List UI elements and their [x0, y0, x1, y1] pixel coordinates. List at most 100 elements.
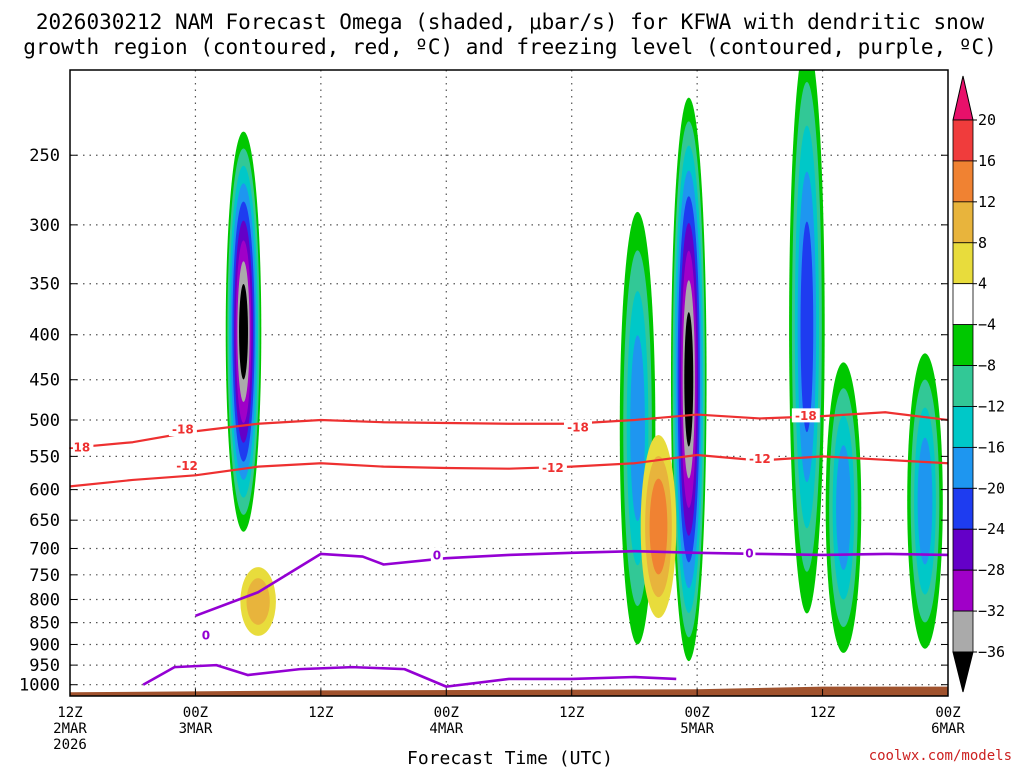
x-tick-label-12-0: 00Z — [183, 705, 208, 721]
contour-label-bg-8 — [430, 547, 443, 562]
x-tick-label-60-0: 00Z — [684, 705, 709, 721]
contours — [70, 411, 948, 688]
contour-label-bg-1 — [168, 422, 197, 437]
y-tick-label-400: 400 — [29, 326, 60, 346]
colorbar: 20 16 12 8 4 −4 −8 −12 −16 −20 −24 −28 −32 −36 — [952, 75, 1005, 693]
colorbar-swatch-12 — [952, 610, 974, 653]
contour-label-bg-7 — [199, 628, 212, 643]
y-tick-label-450: 450 — [29, 371, 60, 391]
colorbar-swatch-10 — [952, 528, 974, 571]
colorbar-label-5: −4 — [978, 316, 996, 334]
y-tick-label-900: 900 — [29, 635, 60, 655]
x-tick-label-24-0: 12Z — [308, 705, 333, 721]
colorbar-label-9: −20 — [978, 479, 1005, 497]
terrain — [70, 686, 948, 696]
colorbar-label-8: −16 — [978, 438, 1005, 456]
contour-label-bg-0 — [65, 440, 94, 455]
omega-cell-2-3 — [630, 335, 645, 522]
x-tick-label-60-1: 5MAR — [680, 721, 714, 737]
omega-cell-5-4 — [800, 221, 814, 433]
colorbar-label-3: 8 — [978, 234, 987, 252]
y-tick-label-1000: 1000 — [19, 676, 60, 696]
colorbar-label-2: 12 — [978, 193, 996, 211]
contour-label-9: 0 — [745, 546, 753, 560]
terrain-fill — [70, 686, 948, 696]
contour-label-4: -12 — [176, 459, 198, 473]
omega-cell-6-3 — [836, 445, 851, 571]
omega-cell-0-8 — [239, 283, 248, 380]
colorbar-label-12: −32 — [978, 602, 1005, 620]
colorbar-label-10: −24 — [978, 520, 1005, 538]
colorbar-bottom-arrow — [952, 651, 974, 693]
y-tick-label-700: 700 — [29, 539, 60, 559]
contour-labels: -18 -18 -18 -18 -12 -12 -12 0 0 0 — [65, 408, 820, 643]
x-tick-label-48-0: 12Z — [559, 705, 584, 721]
y-tick-label-850: 850 — [29, 614, 60, 634]
colorbar-swatch-3 — [952, 242, 974, 285]
contour-label-6: -12 — [749, 452, 771, 466]
y-tick-label-350: 350 — [29, 275, 60, 295]
contour-label-5: -12 — [542, 461, 564, 475]
contour-label-2: -18 — [567, 420, 589, 434]
colorbar-label-11: −28 — [978, 561, 1005, 579]
y-tick-label-300: 300 — [29, 216, 60, 236]
x-tick-label-12-1: 3MAR — [179, 721, 213, 737]
colorbar-label-1: 16 — [978, 152, 996, 170]
colorbar-swatch-8 — [952, 446, 974, 489]
colorbar-swatch-7 — [952, 406, 974, 448]
x-tick-label-72-0: 12Z — [810, 705, 835, 721]
y-tick-label-750: 750 — [29, 566, 60, 586]
contour-label-3: -18 — [795, 409, 817, 423]
freezing-contour-1 — [142, 663, 677, 688]
contour-label-bg-5 — [538, 460, 567, 475]
colorbar-swatch-1 — [952, 160, 974, 203]
colorbar-label-7: −12 — [978, 397, 1005, 415]
omega-shading — [225, 70, 943, 662]
colorbar-swatch-6 — [952, 365, 974, 407]
contour-label-bg-6 — [745, 451, 774, 466]
contour-label-bg-4 — [173, 458, 202, 473]
y-tick-label-800: 800 — [29, 590, 60, 610]
x-tick-label-84-1: 6MAR — [931, 721, 965, 737]
freezing-contour-0 — [194, 549, 948, 618]
contour-label-8: 0 — [433, 548, 441, 562]
colorbar-swatch-2 — [952, 201, 974, 244]
x-tick-label-0-2: 2026 — [53, 737, 87, 753]
omega-cell-1-1 — [246, 578, 270, 625]
colorbar-label-4: 4 — [978, 275, 987, 293]
x-tick-label-0-0: 12Z — [57, 705, 82, 721]
contour-label-7: 0 — [202, 629, 210, 643]
colorbar-swatch-9 — [952, 487, 974, 530]
x-tick-label-84-0: 00Z — [935, 705, 960, 721]
x-axis-label: Forecast Time (UTC) — [407, 748, 613, 768]
omega-cell-7-3 — [917, 437, 933, 565]
contour-label-bg-9 — [743, 545, 756, 560]
dgz-contour--12-1 — [70, 453, 948, 488]
colorbar-swatch-0 — [952, 119, 974, 162]
y-tick-label-500: 500 — [29, 411, 60, 431]
y-tick-label-650: 650 — [29, 511, 60, 531]
y-tick-label-550: 550 — [29, 447, 60, 467]
colorbar-label-13: −36 — [978, 643, 1005, 661]
omega-cell-4-2 — [649, 478, 668, 575]
y-axis: 2503003504004505005506006507007508008509… — [19, 146, 948, 696]
y-tick-label-250: 250 — [29, 146, 60, 166]
colorbar-label-6: −8 — [978, 357, 996, 375]
x-tick-label-0-1: 2MAR — [53, 721, 87, 737]
y-tick-label-950: 950 — [29, 656, 60, 676]
colorbar-top-arrow — [952, 75, 974, 121]
contour-label-0: -18 — [69, 441, 91, 455]
contour-label-bg-3 — [791, 408, 820, 423]
colorbar-swatch-4 — [952, 283, 974, 326]
chart-title-line2: growth region (contoured, red, ºC) and f… — [23, 35, 997, 59]
omega-cell-3-8 — [684, 312, 694, 447]
contour-label-1: -18 — [172, 423, 194, 437]
plot-frame — [69, 69, 949, 697]
x-tick-label-36-1: 4MAR — [429, 721, 463, 737]
contour-label-bg-2 — [563, 419, 592, 434]
y-tick-label-600: 600 — [29, 481, 60, 501]
colorbar-swatch-5 — [952, 324, 974, 366]
colorbar-label-0: 20 — [978, 111, 996, 129]
